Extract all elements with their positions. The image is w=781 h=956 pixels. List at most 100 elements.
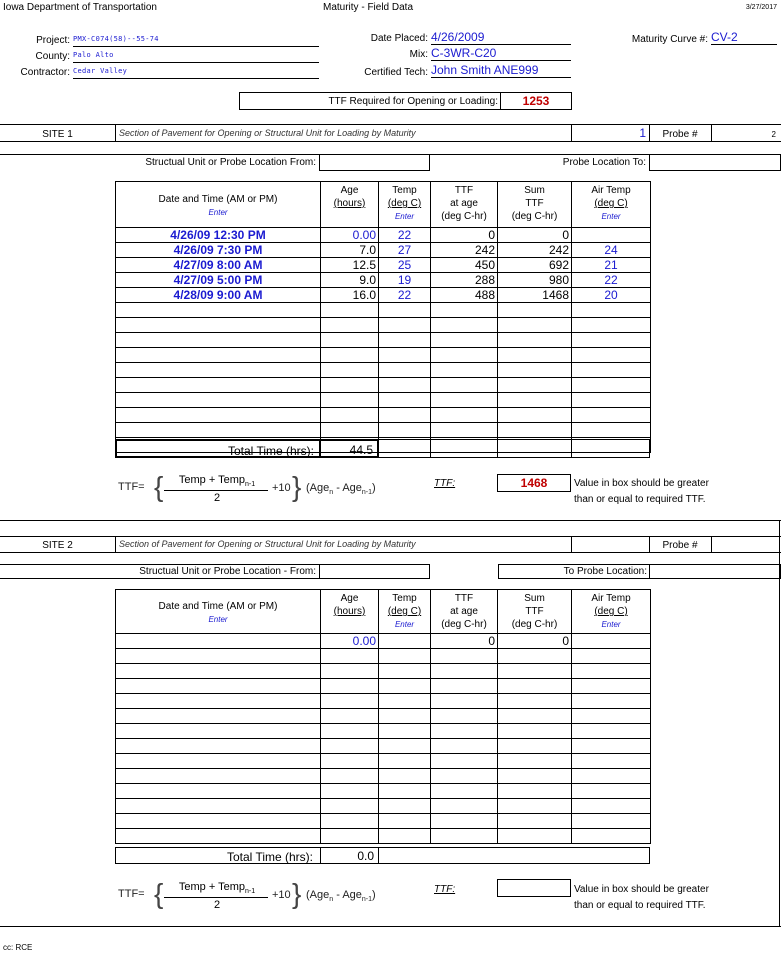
maturity-curve-field[interactable]: CV-2: [711, 30, 777, 45]
cell-datetime[interactable]: [115, 392, 321, 408]
cell-datetime[interactable]: [115, 813, 321, 829]
cell-air[interactable]: [571, 227, 651, 243]
cell-temp[interactable]: [378, 783, 431, 799]
cell-datetime[interactable]: [115, 648, 321, 664]
cell-air[interactable]: [571, 723, 651, 739]
cell-temp[interactable]: [378, 407, 431, 423]
site1-location-to-field[interactable]: [649, 154, 781, 171]
cell-datetime[interactable]: [115, 332, 321, 348]
cell-temp[interactable]: [378, 317, 431, 333]
cell-temp[interactable]: [378, 678, 431, 694]
cell-temp[interactable]: 19: [378, 272, 431, 288]
cell-temp[interactable]: [378, 813, 431, 829]
cell-air[interactable]: [571, 317, 651, 333]
site1-number[interactable]: 1: [639, 126, 646, 140]
cell-datetime[interactable]: [115, 302, 321, 318]
cell-air[interactable]: 21: [571, 257, 651, 273]
cell-temp[interactable]: [378, 798, 431, 814]
contractor-field[interactable]: Cedar Valley: [73, 67, 319, 79]
cell-temp[interactable]: [378, 708, 431, 724]
cell-temp[interactable]: [378, 723, 431, 739]
cell-air[interactable]: [571, 347, 651, 363]
cell-temp[interactable]: [378, 768, 431, 784]
cell-temp[interactable]: [378, 663, 431, 679]
cell-temp[interactable]: [378, 633, 431, 649]
cell-temp[interactable]: 27: [378, 242, 431, 258]
cell-datetime[interactable]: [115, 422, 321, 438]
cell-air[interactable]: 20: [571, 287, 651, 303]
mix-field[interactable]: C-3WR-C20: [431, 46, 571, 61]
cell-air[interactable]: [571, 437, 651, 453]
cell-air[interactable]: [571, 768, 651, 784]
cell-temp[interactable]: [378, 693, 431, 709]
cell-air[interactable]: [571, 377, 651, 393]
cell-air[interactable]: [571, 813, 651, 829]
cell-datetime[interactable]: [115, 783, 321, 799]
cell-temp[interactable]: 25: [378, 257, 431, 273]
cell-air[interactable]: [571, 798, 651, 814]
cert-tech-field[interactable]: John Smith ANE999: [431, 63, 571, 78]
cell-temp[interactable]: [378, 753, 431, 769]
cell-temp[interactable]: [378, 392, 431, 408]
cell-air[interactable]: [571, 332, 651, 348]
cell-air[interactable]: [571, 407, 651, 423]
cell-air[interactable]: [571, 738, 651, 754]
cell-air[interactable]: [571, 422, 651, 438]
project-field[interactable]: PMX-C074(58)--55-74: [73, 35, 319, 47]
cell-air[interactable]: [571, 828, 651, 844]
cell-temp[interactable]: 22: [378, 227, 431, 243]
cell-datetime[interactable]: [115, 723, 321, 739]
cell-temp[interactable]: [378, 347, 431, 363]
cell-datetime[interactable]: [115, 663, 321, 679]
cell-air[interactable]: [571, 678, 651, 694]
site1-probe-value[interactable]: 2: [771, 130, 776, 139]
cell-datetime[interactable]: [115, 362, 321, 378]
cell-datetime[interactable]: [115, 407, 321, 423]
cell-datetime[interactable]: [115, 693, 321, 709]
cell-temp[interactable]: [378, 302, 431, 318]
cell-temp[interactable]: [378, 332, 431, 348]
cell-datetime[interactable]: [115, 633, 321, 649]
cell-air[interactable]: [571, 753, 651, 769]
cell-temp[interactable]: [378, 362, 431, 378]
cell-datetime[interactable]: [115, 347, 321, 363]
site1-location-from-field[interactable]: [319, 154, 430, 171]
cell-datetime[interactable]: [115, 377, 321, 393]
cell-air[interactable]: [571, 302, 651, 318]
cell-air[interactable]: 22: [571, 272, 651, 288]
cell-datetime[interactable]: [115, 768, 321, 784]
cell-datetime[interactable]: [115, 708, 321, 724]
date-placed-field[interactable]: 4/26/2009: [431, 30, 571, 45]
cell-datetime[interactable]: [115, 738, 321, 754]
cell-datetime[interactable]: 4/26/09 7:30 PM: [115, 242, 321, 258]
cell-air[interactable]: [571, 693, 651, 709]
cell-temp[interactable]: [378, 422, 431, 438]
cell-datetime[interactable]: [115, 317, 321, 333]
cell-air[interactable]: [571, 783, 651, 799]
cell-temp[interactable]: [378, 738, 431, 754]
cell-air[interactable]: [571, 708, 651, 724]
cell-datetime[interactable]: 4/27/09 8:00 AM: [115, 257, 321, 273]
site2-location-from-field[interactable]: [319, 564, 430, 579]
cell-air[interactable]: 24: [571, 242, 651, 258]
cell-temp[interactable]: [378, 648, 431, 664]
cell-air[interactable]: [571, 362, 651, 378]
county-field[interactable]: Palo Alto: [73, 51, 319, 63]
cell-datetime[interactable]: [115, 798, 321, 814]
cell-air[interactable]: [571, 648, 651, 664]
site2-probe-field[interactable]: [712, 537, 780, 551]
cell-datetime[interactable]: 4/27/09 5:00 PM: [115, 272, 321, 288]
cell-temp[interactable]: [378, 377, 431, 393]
cell-datetime[interactable]: [115, 828, 321, 844]
site1-description[interactable]: Section of Pavement for Opening or Struc…: [119, 128, 416, 138]
cell-air[interactable]: [571, 633, 651, 649]
cell-air[interactable]: [571, 392, 651, 408]
cell-datetime[interactable]: 4/26/09 12:30 PM: [115, 227, 321, 243]
site2-location-to-field[interactable]: [649, 564, 781, 579]
cell-temp[interactable]: 22: [378, 287, 431, 303]
cell-datetime[interactable]: [115, 753, 321, 769]
cell-air[interactable]: [571, 663, 651, 679]
cell-temp[interactable]: [378, 828, 431, 844]
cell-datetime[interactable]: 4/28/09 9:00 AM: [115, 287, 321, 303]
ttf-required-value[interactable]: 1253: [522, 94, 550, 108]
